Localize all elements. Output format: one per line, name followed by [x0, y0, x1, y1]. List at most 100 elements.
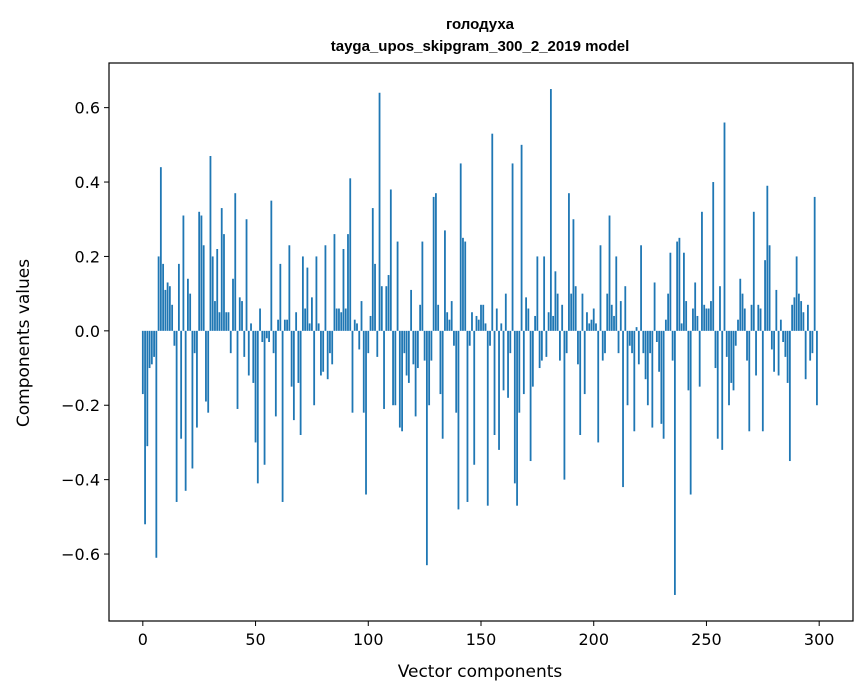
bar-72	[304, 308, 307, 331]
bar-204	[601, 330, 604, 361]
bar-52	[259, 308, 261, 331]
y-tick-label: −0.2	[61, 396, 100, 415]
bar-99	[365, 330, 367, 495]
bar-255	[716, 330, 719, 439]
bar-12	[168, 286, 171, 331]
bar-46	[245, 219, 248, 331]
bar-184	[556, 293, 559, 331]
bar-109	[387, 275, 390, 331]
x-tick-label: 250	[691, 630, 722, 649]
bar-49	[252, 330, 255, 383]
y-axis-label: Components values	[14, 259, 34, 427]
bar-162	[507, 330, 509, 398]
bar-167	[518, 330, 521, 413]
bar-274	[759, 308, 762, 331]
bar-197	[586, 312, 588, 331]
bar-213	[622, 330, 624, 488]
bar-230	[660, 330, 663, 424]
bar-196	[583, 330, 586, 395]
bar-47	[247, 330, 250, 376]
bar-44	[241, 301, 243, 331]
bar-248	[701, 211, 703, 331]
bar-194	[579, 330, 582, 435]
bar-80	[322, 330, 325, 372]
bar-18	[182, 215, 185, 331]
bar-82	[326, 330, 329, 380]
bar-37	[225, 312, 228, 331]
bar-32	[214, 301, 216, 331]
bar-83	[329, 330, 331, 354]
bar-122	[416, 330, 419, 369]
bar-13	[171, 304, 174, 331]
bar-176	[538, 330, 541, 369]
bar-273	[757, 304, 760, 331]
x-tick-label: 150	[466, 630, 497, 649]
bar-221	[640, 245, 642, 331]
bar-138	[453, 330, 455, 346]
bar-25	[198, 211, 201, 331]
bar-77	[315, 256, 318, 331]
bar-129	[432, 196, 435, 331]
bar-178	[543, 256, 546, 331]
bar-31	[211, 256, 214, 331]
plot-frame	[108, 62, 854, 622]
bar-283	[779, 319, 782, 331]
bar-181	[549, 89, 552, 331]
bar-56	[268, 330, 270, 342]
bar-284	[782, 330, 785, 342]
bar-42	[236, 330, 239, 409]
bar-225	[649, 330, 651, 354]
bar-130	[435, 193, 437, 331]
y-tick-label: 0.2	[75, 247, 100, 266]
bar-106	[380, 286, 383, 331]
bar-29	[207, 330, 210, 413]
bar-257	[721, 330, 724, 450]
bar-71	[301, 256, 304, 331]
bar-17	[180, 330, 183, 439]
bar-15	[175, 330, 178, 502]
chart-title-line1: голодуха	[446, 16, 515, 33]
bar-5	[153, 330, 155, 357]
bar-134	[444, 230, 446, 331]
bar-207	[608, 215, 611, 331]
bar-94	[353, 319, 356, 331]
bar-254	[714, 330, 717, 369]
bar-66	[290, 330, 293, 387]
bar-85	[333, 234, 336, 331]
bar-65	[288, 245, 291, 331]
bar-269	[748, 330, 751, 432]
bar-93	[351, 330, 354, 413]
bar-58	[272, 330, 275, 354]
bar-243	[689, 330, 692, 495]
x-axis-label: Vector components	[398, 662, 563, 682]
bar-19	[184, 330, 187, 491]
bar-160	[502, 330, 505, 391]
bar-261	[730, 330, 733, 383]
bar-206	[606, 293, 609, 331]
x-tick-label: 100	[353, 630, 384, 649]
bar-131	[437, 304, 440, 331]
bar-8	[159, 167, 162, 331]
bar-226	[651, 330, 654, 428]
bar-6	[155, 330, 158, 558]
bar-179	[545, 330, 548, 357]
bar-241	[685, 301, 688, 331]
bar-182	[552, 315, 555, 331]
bar-148	[475, 315, 478, 331]
bar-70	[299, 330, 302, 435]
bar-103	[374, 263, 376, 331]
bar-298	[813, 196, 816, 331]
x-tick-label: 300	[804, 630, 835, 649]
bar-50	[254, 330, 257, 443]
bar-2	[146, 330, 149, 447]
bar-297	[811, 330, 814, 354]
bar-251	[707, 308, 710, 331]
bar-120	[412, 330, 415, 365]
bar-110	[389, 189, 392, 331]
bar-187	[563, 330, 566, 480]
bar-96	[358, 330, 361, 350]
bar-190	[570, 293, 573, 331]
bar-74	[308, 323, 311, 331]
bar-1	[144, 330, 146, 525]
bar-234	[669, 252, 672, 331]
